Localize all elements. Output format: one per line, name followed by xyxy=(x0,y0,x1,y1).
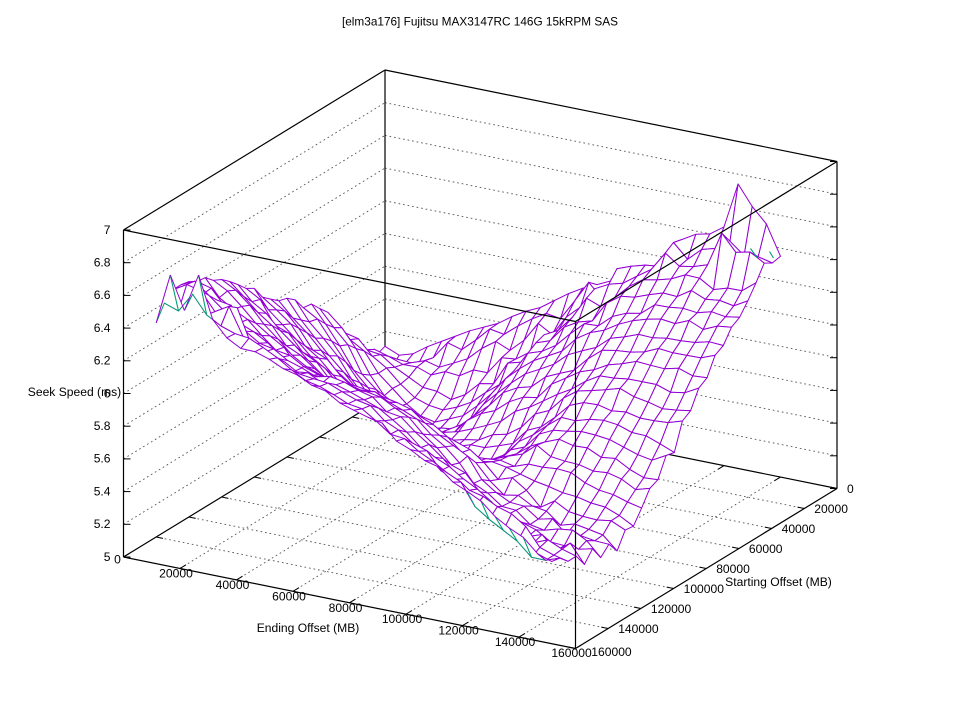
svg-text:100000: 100000 xyxy=(382,612,423,626)
svg-text:160000: 160000 xyxy=(551,646,592,660)
svg-text:5: 5 xyxy=(104,550,111,564)
svg-text:60000: 60000 xyxy=(749,542,783,556)
svg-text:5.8: 5.8 xyxy=(94,419,111,433)
svg-text:6.4: 6.4 xyxy=(94,321,111,335)
svg-text:6.2: 6.2 xyxy=(94,354,111,368)
svg-text:Ending Offset (MB): Ending Offset (MB) xyxy=(257,621,360,635)
svg-text:5.2: 5.2 xyxy=(94,517,111,531)
svg-text:6.8: 6.8 xyxy=(94,256,111,270)
svg-text:Seek Speed (ms): Seek Speed (ms) xyxy=(28,385,121,399)
svg-text:20000: 20000 xyxy=(814,502,848,516)
svg-text:5.4: 5.4 xyxy=(94,484,111,498)
svg-text:100000: 100000 xyxy=(684,582,725,596)
svg-text:Starting Offset (MB): Starting Offset (MB) xyxy=(725,575,832,589)
svg-text:0: 0 xyxy=(114,553,121,567)
svg-text:40000: 40000 xyxy=(216,578,250,592)
svg-text:6.6: 6.6 xyxy=(94,288,111,302)
svg-text:160000: 160000 xyxy=(591,645,632,659)
svg-text:80000: 80000 xyxy=(716,562,750,576)
svg-text:[elm3a176] Fujitsu MAX3147RC 1: [elm3a176] Fujitsu MAX3147RC 146G 15kRPM… xyxy=(342,15,618,29)
svg-text:140000: 140000 xyxy=(495,635,536,649)
svg-text:0: 0 xyxy=(847,482,854,496)
svg-text:7: 7 xyxy=(104,223,111,237)
svg-text:6: 6 xyxy=(104,386,111,400)
svg-text:60000: 60000 xyxy=(272,589,306,603)
svg-text:5.6: 5.6 xyxy=(94,452,111,466)
svg-text:120000: 120000 xyxy=(651,602,692,616)
svg-text:140000: 140000 xyxy=(618,622,659,636)
svg-text:20000: 20000 xyxy=(159,566,193,580)
svg-text:80000: 80000 xyxy=(329,601,363,615)
svg-text:120000: 120000 xyxy=(438,624,479,638)
svg-text:40000: 40000 xyxy=(782,522,816,536)
